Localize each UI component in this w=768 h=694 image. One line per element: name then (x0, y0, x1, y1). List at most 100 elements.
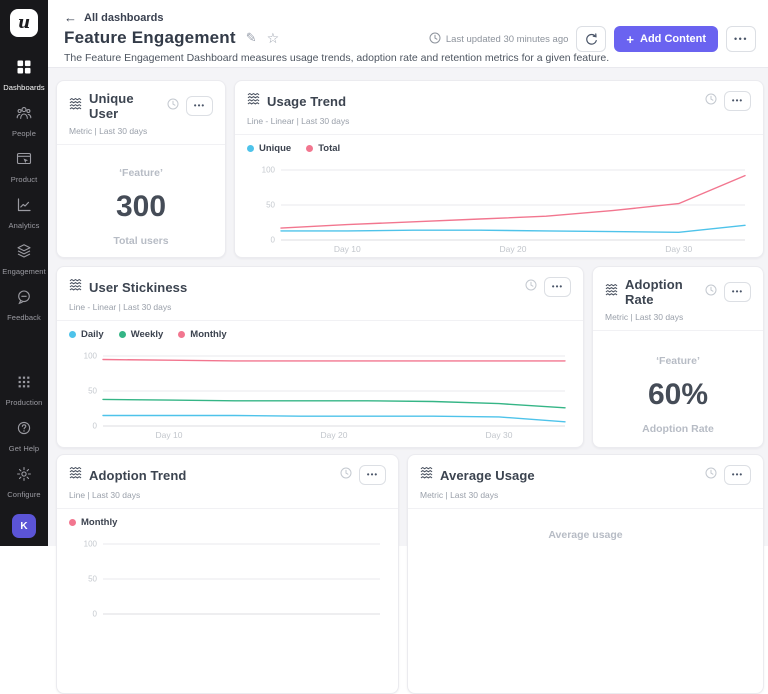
card-more-button[interactable]: ••• (544, 277, 571, 297)
legend-dot (306, 145, 313, 152)
legend-item-daily[interactable]: Daily (69, 329, 104, 340)
drag-handle-icon[interactable] (69, 278, 82, 296)
legend-dot (247, 145, 254, 152)
drag-handle-icon[interactable] (69, 466, 82, 484)
add-content-button[interactable]: + Add Content (614, 26, 718, 52)
sidebar-item-label: Feedback (7, 313, 41, 322)
legend-label: Unique (259, 143, 291, 154)
ellipsis-icon: ••• (732, 288, 743, 296)
sidebar-item-label: Analytics (9, 221, 40, 230)
sidebar-bottom: Production Get Help Configure K (0, 368, 48, 546)
metric-value: 300 (116, 190, 166, 224)
clock-icon (340, 466, 352, 484)
sidebar-item-get-help[interactable]: Get Help (0, 414, 48, 460)
metric-feature-label: ‘Feature’ (656, 355, 700, 367)
chart-legend: Unique Total (247, 143, 751, 154)
svg-text:100: 100 (84, 540, 98, 549)
metric-sublabel: Total users (113, 235, 168, 247)
card-subtitle: Line - Linear | Last 30 days (69, 302, 571, 312)
metric-feature-label: ‘Feature’ (119, 167, 163, 179)
app-logo[interactable]: u (10, 9, 38, 37)
card-title: User Stickiness (89, 280, 187, 295)
card-more-button[interactable]: ••• (724, 282, 751, 302)
chart-legend: Daily Weekly Monthly (69, 329, 571, 340)
card-average-usage: Average Usage ••• Metric | Last 30 days … (407, 454, 764, 694)
page-title: Feature Engagement (64, 28, 236, 48)
svg-text:Day 20: Day 20 (500, 244, 527, 254)
card-more-button[interactable]: ••• (359, 465, 386, 485)
card-adoption-rate: Adoption Rate ••• Metric | Last 30 days … (592, 266, 764, 448)
legend-dot (119, 331, 126, 338)
clock-icon (429, 32, 441, 47)
svg-text:Day 20: Day 20 (321, 430, 348, 440)
feedback-icon (16, 289, 32, 310)
sidebar-item-product[interactable]: Product (0, 145, 48, 191)
edit-title-icon[interactable]: ✎ (246, 30, 257, 46)
legend-dot (69, 331, 76, 338)
last-updated: Last updated 30 minutes ago (429, 32, 569, 47)
sidebar-item-people[interactable]: People (0, 99, 48, 145)
card-unique-user: Unique User ••• Metric | Last 30 days ‘F… (56, 80, 226, 258)
drag-handle-icon[interactable] (420, 466, 433, 484)
sidebar-item-engagement[interactable]: Engagement (0, 237, 48, 283)
clock-icon (705, 92, 717, 110)
favorite-star-icon[interactable]: ☆ (267, 30, 280, 47)
legend-label: Total (318, 143, 340, 154)
legend-item-weekly[interactable]: Weekly (119, 329, 164, 340)
clock-icon (705, 283, 717, 301)
card-more-button[interactable]: ••• (724, 91, 751, 111)
sidebar-item-label: Configure (7, 490, 40, 499)
card-subtitle: Line - Linear | Last 30 days (247, 116, 751, 126)
back-to-all-dashboards-link[interactable]: ← All dashboards (64, 10, 752, 25)
card-more-button[interactable]: ••• (186, 96, 213, 116)
card-usage-trend: Usage Trend ••• Line - Linear | Last 30 … (234, 80, 764, 258)
sidebar-item-dashboards[interactable]: Dashboards (0, 53, 48, 99)
ellipsis-icon: ••• (194, 102, 205, 110)
svg-text:Day 30: Day 30 (665, 244, 692, 254)
sidebar-item-label: Engagement (2, 267, 46, 276)
header-more-button[interactable]: ••• (726, 26, 756, 52)
card-user-stickiness: User Stickiness ••• Line - Linear | Last… (56, 266, 584, 448)
legend-item-monthly[interactable]: Monthly (178, 329, 226, 340)
ellipsis-icon: ••• (552, 283, 563, 291)
svg-text:100: 100 (84, 352, 98, 361)
legend-label: Daily (81, 329, 104, 340)
ellipsis-icon: ••• (367, 471, 378, 479)
legend-item-monthly[interactable]: Monthly (69, 517, 117, 528)
page-header: ← All dashboards Feature Engagement ✎ ☆ … (48, 0, 768, 68)
sidebar-item-feedback[interactable]: Feedback (0, 283, 48, 329)
sidebar-item-label: Get Help (9, 444, 39, 453)
legend-dot (178, 331, 185, 338)
sidebar-item-label: Production (6, 398, 43, 407)
legend-dot (69, 519, 76, 526)
card-header: Adoption Rate ••• Metric | Last 30 days (593, 267, 763, 331)
drag-handle-icon[interactable] (247, 92, 260, 110)
metric-label: Average usage (548, 529, 622, 541)
sidebar-item-analytics[interactable]: Analytics (0, 191, 48, 237)
refresh-button[interactable] (576, 26, 606, 52)
svg-text:Day 10: Day 10 (156, 430, 183, 440)
legend-item-total[interactable]: Total (306, 143, 340, 154)
sidebar-item-production[interactable]: Production (0, 368, 48, 414)
metric-value: 60% (648, 378, 708, 412)
legend-label: Weekly (131, 329, 164, 340)
card-subtitle: Line | Last 30 days (69, 490, 386, 500)
svg-text:Day 10: Day 10 (334, 244, 361, 254)
drag-handle-icon[interactable] (605, 283, 618, 301)
sidebar-item-configure[interactable]: Configure (0, 460, 48, 506)
card-header: Usage Trend ••• Line - Linear | Last 30 … (235, 81, 763, 135)
user-avatar[interactable]: K (12, 514, 36, 538)
svg-text:50: 50 (88, 387, 97, 396)
drag-handle-icon[interactable] (69, 97, 82, 115)
gear-icon (16, 466, 32, 487)
legend-item-unique[interactable]: Unique (247, 143, 291, 154)
dashboards-icon (16, 59, 32, 80)
card-adoption-trend: Adoption Trend ••• Line | Last 30 days M… (56, 454, 399, 694)
clock-icon (167, 97, 179, 115)
card-header: Average Usage ••• Metric | Last 30 days (408, 455, 763, 509)
ellipsis-icon: ••• (732, 97, 743, 105)
card-title: Unique User (89, 91, 160, 121)
card-more-button[interactable]: ••• (724, 465, 751, 485)
